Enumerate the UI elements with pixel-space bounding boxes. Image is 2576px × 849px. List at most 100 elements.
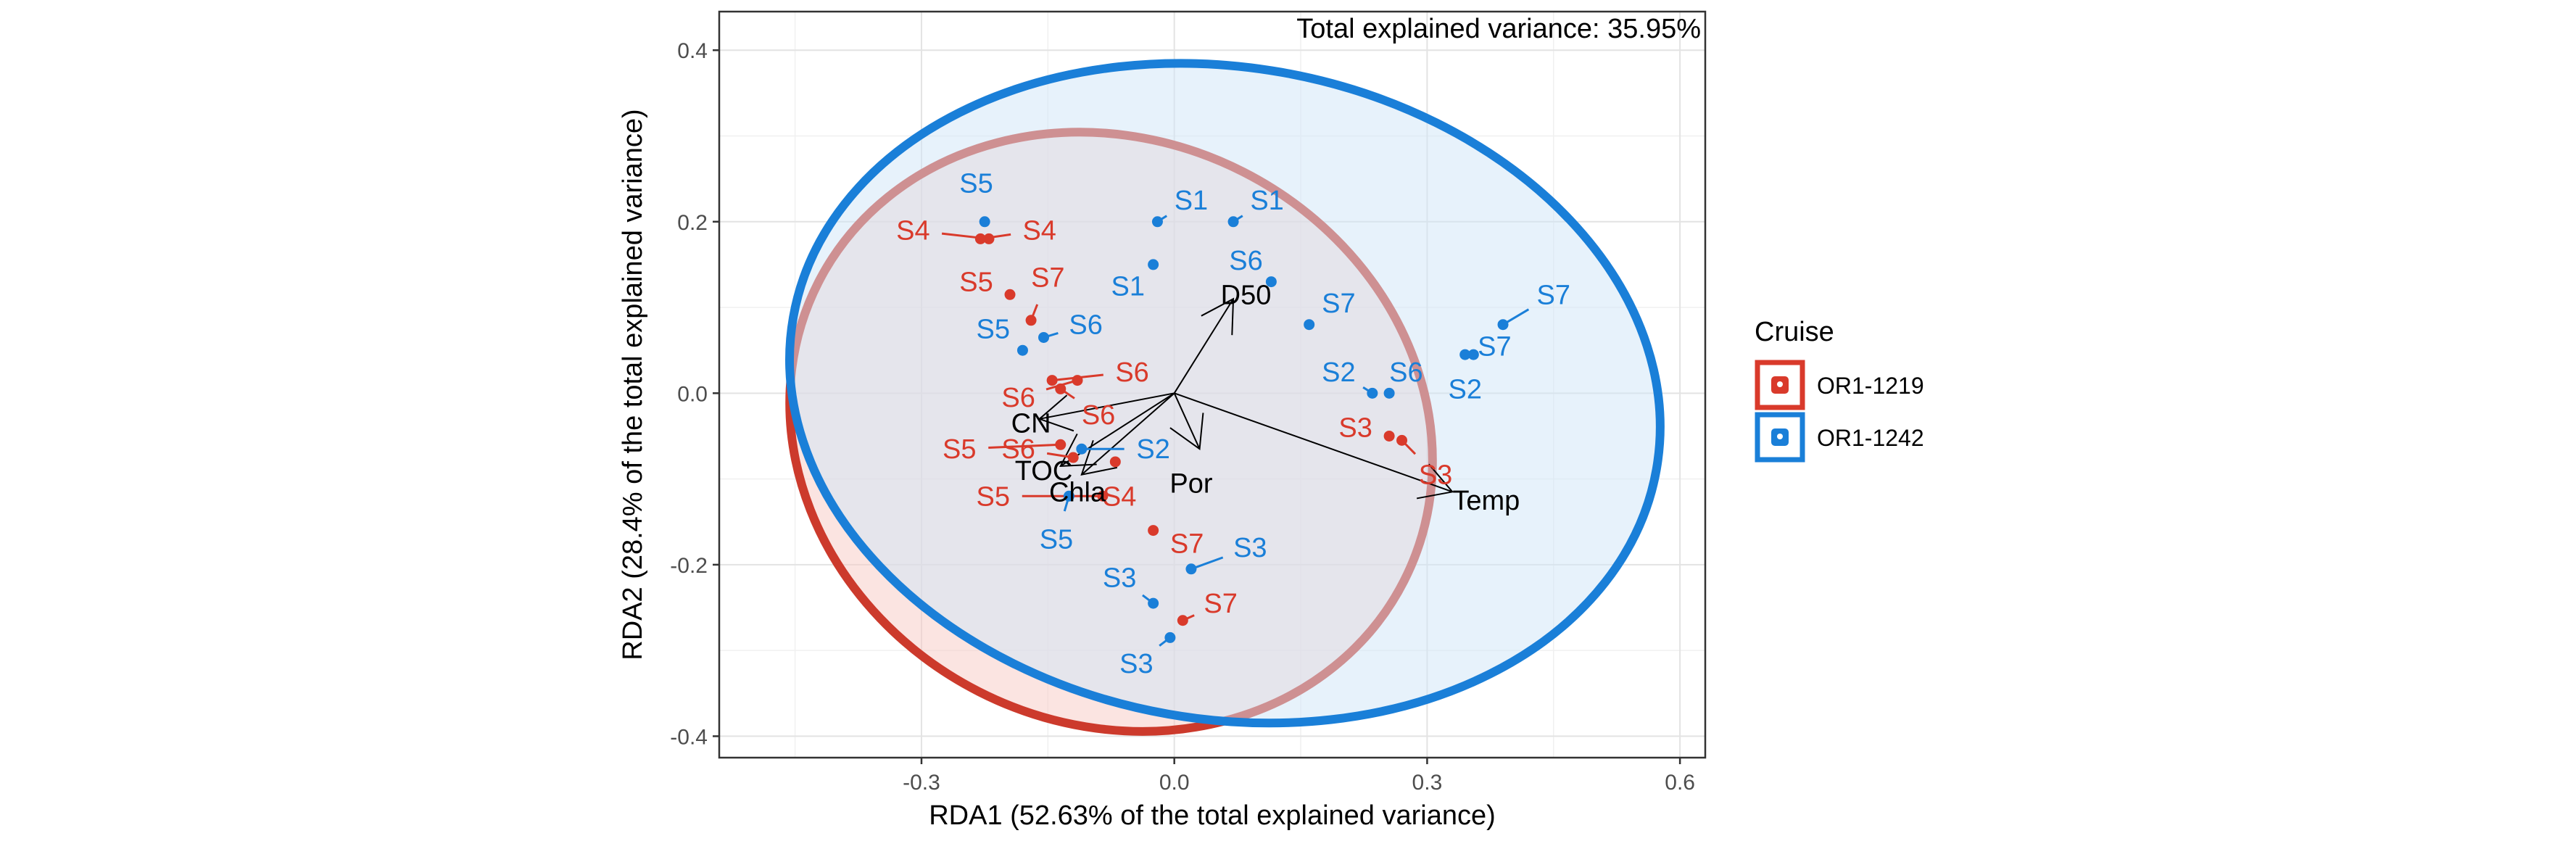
sample-point [1055, 383, 1067, 394]
legend-label: OR1-1242 [1817, 425, 1924, 451]
sample-label: S3 [1119, 649, 1153, 679]
vector-cn [1039, 392, 1175, 420]
sample-point [1025, 315, 1037, 326]
sample-label: S6 [1001, 434, 1035, 465]
sample-point [1148, 259, 1159, 270]
x-tick-label: 0.3 [1412, 771, 1443, 795]
label-leaders [941, 215, 1530, 647]
vector-arrowhead-cn [1038, 394, 1074, 432]
sample-label: S7 [1204, 589, 1237, 619]
sample-point [1185, 563, 1197, 575]
sample-label: S6 [1115, 357, 1148, 388]
axes: -0.3 0.0 0.3 0.6 -0.4 -0.2 0.0 0.2 0.4 [670, 39, 1695, 795]
total-variance-annotation: Total explained variance: 35.95% [1296, 14, 1701, 44]
sample-point [983, 233, 995, 244]
y-tick-label: 0.4 [677, 39, 708, 63]
sample-point [1265, 276, 1277, 288]
sample-label: S7 [1537, 280, 1570, 310]
sample-label: S6 [1229, 246, 1262, 276]
ellipse-or1-1242 [785, 59, 1665, 728]
sample-point [979, 216, 990, 228]
sample-label: S1 [1111, 271, 1145, 302]
sample-label: S2 [1448, 374, 1481, 405]
sample-point [1383, 430, 1395, 442]
x-tick-label: -0.3 [903, 771, 940, 795]
vector-label-d50: D50 [1221, 280, 1272, 310]
x-tick-label: 0.6 [1665, 771, 1695, 795]
sample-point [1004, 289, 1016, 300]
legend-label: OR1-1219 [1817, 373, 1924, 399]
sample-label: S6 [1069, 310, 1102, 341]
vector-label-cn: CN [1011, 409, 1051, 439]
sample-point [1046, 375, 1058, 386]
sample-point [1497, 319, 1509, 331]
sample-point [1067, 452, 1079, 463]
sample-label: S2 [1136, 434, 1169, 465]
sample-label: S1 [1250, 186, 1283, 216]
sample-point [1396, 434, 1408, 446]
sample-label: S5 [943, 434, 976, 465]
y-tick-label: 0.0 [677, 382, 708, 406]
label-leader [1190, 556, 1224, 571]
sample-label: S1 [1175, 186, 1208, 216]
sample-point [1076, 443, 1088, 455]
y-tick-label: -0.4 [670, 725, 708, 749]
sample-point [1459, 349, 1471, 360]
sample-point [1177, 615, 1188, 626]
sample-point [1097, 490, 1109, 502]
sample-point [1072, 375, 1083, 386]
vector-arrowhead-d50 [1201, 297, 1235, 336]
sample-label: S2 [1322, 357, 1355, 388]
vector-arrowhead-temp [1416, 463, 1454, 500]
sample-point [1227, 216, 1239, 228]
sample-point [1151, 216, 1163, 228]
sample-point [1109, 456, 1121, 468]
sample-label: S4 [896, 216, 929, 247]
sample-label: S6 [1001, 383, 1035, 413]
sample-label: S3 [1338, 413, 1372, 444]
vector-temp [1174, 392, 1453, 493]
sample-point [1038, 331, 1050, 343]
sample-point [1467, 349, 1479, 360]
legend: Cruise OR1-1219 OR1-1242 [1755, 317, 1924, 463]
x-axis-title: RDA1 (52.63% of the total explained vari… [929, 800, 1496, 831]
vector-por [1173, 392, 1201, 450]
sample-label: S3 [1103, 563, 1136, 594]
vector-label-temp: Temp [1452, 486, 1520, 516]
sample-label: S7 [1031, 263, 1064, 294]
vector-chla [1081, 392, 1175, 476]
legend-key-dot [1777, 434, 1783, 439]
sample-point [974, 233, 986, 244]
sample-label: S5 [959, 268, 993, 298]
y-tick-label: -0.2 [670, 554, 708, 578]
environment-vectors [1038, 297, 1454, 500]
sample-label: S4 [1103, 481, 1136, 512]
sample-point [1383, 387, 1395, 399]
vector-label-toc: TOC [1015, 456, 1073, 486]
label-leader [988, 443, 1061, 450]
sample-point [1304, 319, 1315, 331]
sample-label: S5 [959, 169, 993, 199]
sample-point [1148, 597, 1159, 609]
x-tick-label: 0.0 [1159, 771, 1190, 795]
sample-label: S3 [1233, 533, 1267, 563]
legend-key-dot [1777, 381, 1783, 387]
sample-label: S6 [1082, 400, 1115, 431]
y-axis-title: RDA2 (28.4% of the total explained varia… [618, 109, 648, 660]
sample-label: S4 [1022, 216, 1056, 247]
sample-label: S3 [1419, 460, 1452, 491]
sample-label: S7 [1170, 529, 1204, 559]
sample-point [1164, 631, 1176, 643]
vector-label-chla: Chla [1049, 477, 1106, 508]
panel-border [718, 10, 1707, 759]
vector-d50 [1173, 298, 1234, 394]
sample-label: S7 [1478, 331, 1511, 362]
sample-point [1063, 490, 1074, 502]
sample-label: S7 [1322, 289, 1355, 319]
sample-label: S5 [1040, 524, 1073, 555]
sample-label: S6 [1389, 357, 1422, 388]
confidence-ellipses [785, 59, 1665, 736]
